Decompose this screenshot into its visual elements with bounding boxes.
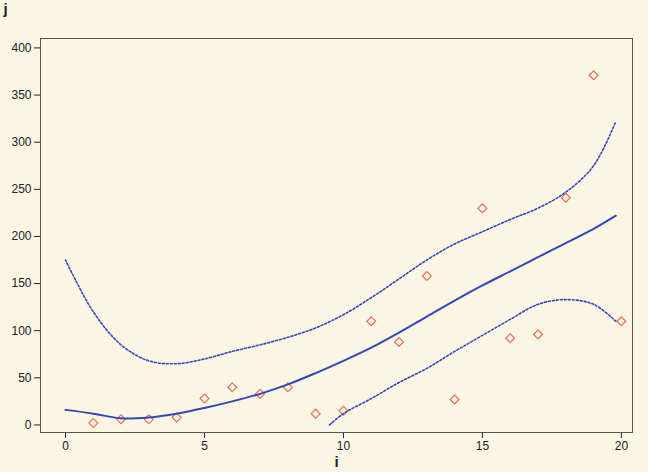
svg-text:400: 400 — [11, 41, 31, 55]
svg-text:200: 200 — [11, 229, 31, 243]
svg-text:20: 20 — [615, 439, 629, 453]
svg-text:350: 350 — [11, 88, 31, 102]
svg-text:50: 50 — [18, 371, 32, 385]
svg-text:150: 150 — [11, 276, 31, 290]
svg-text:i: i — [334, 453, 338, 470]
svg-text:250: 250 — [11, 182, 31, 196]
svg-text:15: 15 — [476, 439, 490, 453]
svg-text:100: 100 — [11, 324, 31, 338]
svg-text:300: 300 — [11, 135, 31, 149]
svg-text:0: 0 — [62, 439, 69, 453]
svg-text:5: 5 — [201, 439, 208, 453]
svg-text:0: 0 — [25, 418, 32, 432]
svg-text:j: j — [3, 0, 8, 17]
svg-text:10: 10 — [337, 439, 351, 453]
